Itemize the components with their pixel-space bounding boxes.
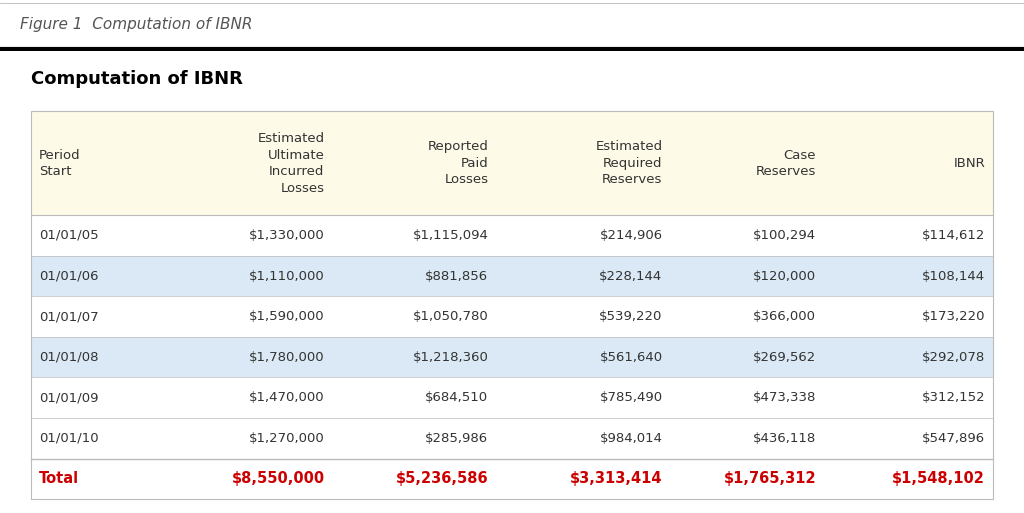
- Text: $1,548,102: $1,548,102: [892, 471, 985, 486]
- Bar: [31, 378, 993, 418]
- Text: $285,986: $285,986: [425, 432, 488, 445]
- Text: $5,236,586: $5,236,586: [396, 471, 488, 486]
- Text: 01/01/10: 01/01/10: [39, 432, 98, 445]
- Text: 01/01/09: 01/01/09: [39, 391, 98, 404]
- Text: Reported
Paid
Losses: Reported Paid Losses: [428, 140, 488, 186]
- Text: $1,110,000: $1,110,000: [249, 269, 325, 283]
- Text: $1,765,312: $1,765,312: [724, 471, 816, 486]
- Text: $114,612: $114,612: [922, 229, 985, 242]
- Bar: [31, 459, 993, 499]
- Text: $228,144: $228,144: [599, 269, 663, 283]
- Text: IBNR: IBNR: [953, 157, 985, 170]
- Text: 01/01/05: 01/01/05: [39, 229, 98, 242]
- Text: $173,220: $173,220: [922, 310, 985, 323]
- Text: $3,313,414: $3,313,414: [570, 471, 663, 486]
- Text: Case
Reserves: Case Reserves: [756, 148, 816, 178]
- Text: $1,218,360: $1,218,360: [413, 351, 488, 364]
- Text: $1,050,780: $1,050,780: [413, 310, 488, 323]
- Text: 01/01/06: 01/01/06: [39, 269, 98, 283]
- Text: $1,270,000: $1,270,000: [249, 432, 325, 445]
- Text: $1,115,094: $1,115,094: [413, 229, 488, 242]
- Text: $785,490: $785,490: [599, 391, 663, 404]
- Text: $312,152: $312,152: [922, 391, 985, 404]
- Text: 01/01/07: 01/01/07: [39, 310, 98, 323]
- Bar: [31, 256, 993, 297]
- Text: Estimated
Ultimate
Incurred
Losses: Estimated Ultimate Incurred Losses: [257, 132, 325, 194]
- Text: Period
Start: Period Start: [39, 148, 81, 178]
- Text: $1,330,000: $1,330,000: [249, 229, 325, 242]
- Bar: [31, 297, 993, 337]
- Text: $269,562: $269,562: [753, 351, 816, 364]
- Text: $436,118: $436,118: [753, 432, 816, 445]
- Bar: [31, 111, 993, 215]
- Bar: [31, 215, 993, 256]
- Text: $1,590,000: $1,590,000: [249, 310, 325, 323]
- Bar: [31, 418, 993, 459]
- Text: $547,896: $547,896: [922, 432, 985, 445]
- Text: 01/01/08: 01/01/08: [39, 351, 98, 364]
- Text: $100,294: $100,294: [753, 229, 816, 242]
- Text: $684,510: $684,510: [425, 391, 488, 404]
- Text: $108,144: $108,144: [922, 269, 985, 283]
- Text: $473,338: $473,338: [753, 391, 816, 404]
- Text: Total: Total: [39, 471, 79, 486]
- Text: $214,906: $214,906: [599, 229, 663, 242]
- Text: $1,780,000: $1,780,000: [249, 351, 325, 364]
- Text: Figure 1  Computation of IBNR: Figure 1 Computation of IBNR: [20, 17, 253, 32]
- Text: $8,550,000: $8,550,000: [231, 471, 325, 486]
- Text: $120,000: $120,000: [753, 269, 816, 283]
- Text: Estimated
Required
Reserves: Estimated Required Reserves: [595, 140, 663, 186]
- Text: $984,014: $984,014: [599, 432, 663, 445]
- Text: $366,000: $366,000: [753, 310, 816, 323]
- Text: $881,856: $881,856: [425, 269, 488, 283]
- Text: $539,220: $539,220: [599, 310, 663, 323]
- Bar: [31, 337, 993, 378]
- Text: $292,078: $292,078: [922, 351, 985, 364]
- Bar: [31, 111, 993, 499]
- Text: Computation of IBNR: Computation of IBNR: [31, 70, 243, 88]
- Text: $1,470,000: $1,470,000: [249, 391, 325, 404]
- Text: $561,640: $561,640: [599, 351, 663, 364]
